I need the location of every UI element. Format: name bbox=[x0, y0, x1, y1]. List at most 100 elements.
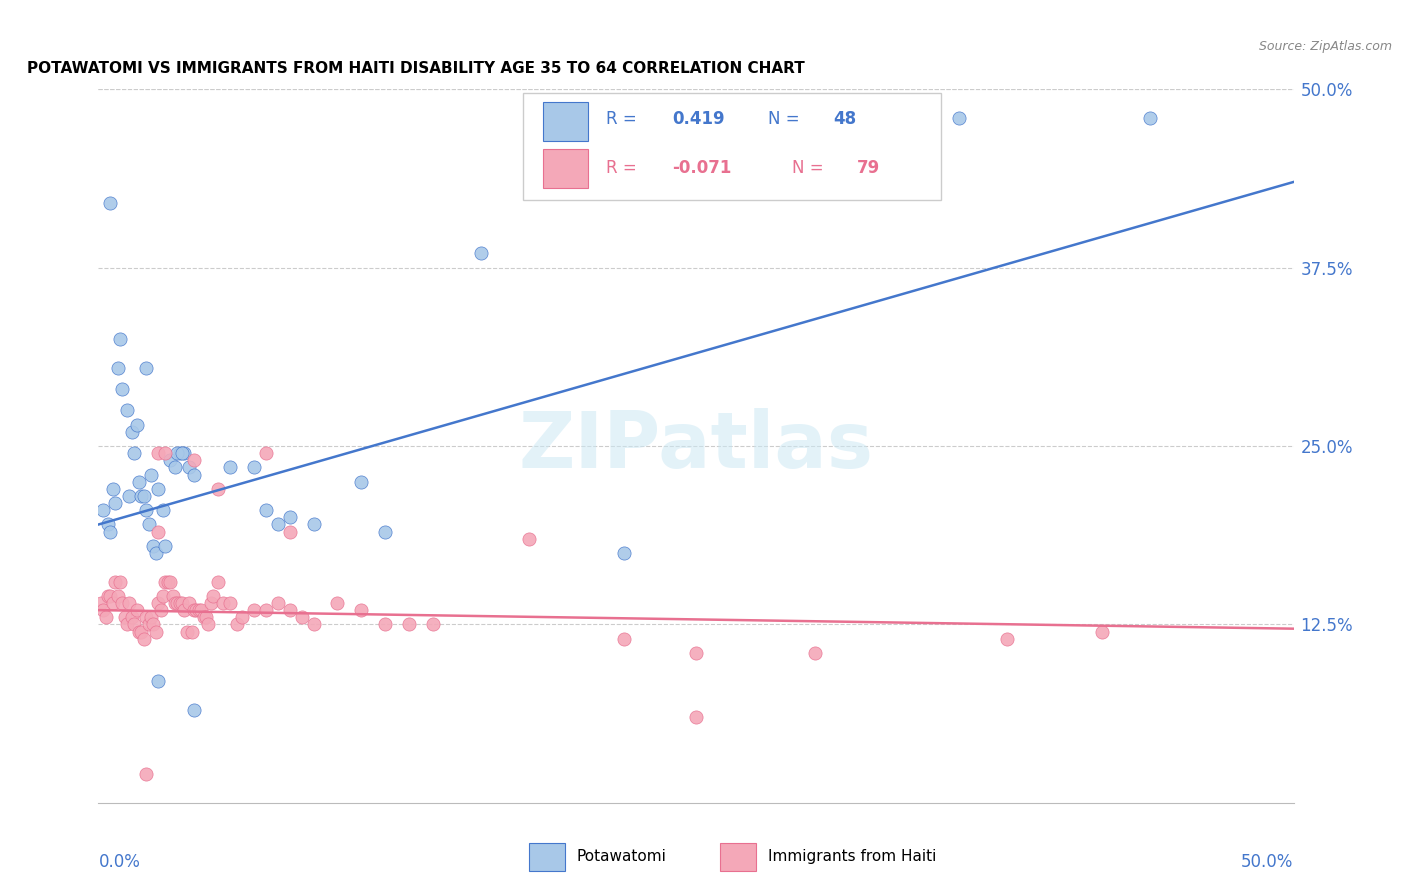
Point bbox=[159, 574, 181, 589]
Point bbox=[374, 524, 396, 539]
Point bbox=[145, 624, 167, 639]
Point bbox=[155, 446, 177, 460]
Point bbox=[135, 767, 157, 781]
Point bbox=[94, 610, 117, 624]
Point bbox=[148, 446, 170, 460]
Point bbox=[613, 632, 636, 646]
Point bbox=[804, 646, 827, 660]
Point bbox=[180, 624, 202, 639]
Point bbox=[115, 617, 138, 632]
Point bbox=[90, 596, 112, 610]
Point bbox=[135, 610, 157, 624]
Text: 48: 48 bbox=[834, 111, 856, 128]
Point bbox=[179, 596, 201, 610]
Point bbox=[135, 503, 157, 517]
Text: Immigrants from Haiti: Immigrants from Haiti bbox=[768, 849, 936, 863]
Point bbox=[219, 596, 242, 610]
Point bbox=[187, 603, 209, 617]
Text: N =: N = bbox=[768, 111, 804, 128]
Text: R =: R = bbox=[606, 160, 643, 178]
Text: Source: ZipAtlas.com: Source: ZipAtlas.com bbox=[1258, 40, 1392, 54]
Text: Potawatomi: Potawatomi bbox=[576, 849, 666, 863]
Point bbox=[254, 603, 277, 617]
Point bbox=[169, 596, 191, 610]
Point bbox=[97, 517, 120, 532]
Point bbox=[98, 589, 122, 603]
Point bbox=[104, 496, 127, 510]
Point bbox=[125, 603, 148, 617]
Point bbox=[148, 596, 170, 610]
Point bbox=[254, 446, 277, 460]
Point bbox=[278, 524, 301, 539]
Point bbox=[195, 610, 218, 624]
Point bbox=[179, 460, 201, 475]
Point bbox=[613, 546, 636, 560]
Point bbox=[124, 446, 146, 460]
Text: 0.419: 0.419 bbox=[672, 111, 724, 128]
Point bbox=[155, 539, 177, 553]
Point bbox=[121, 610, 143, 624]
Point bbox=[107, 589, 129, 603]
Point bbox=[207, 482, 229, 496]
Point bbox=[207, 574, 229, 589]
Point bbox=[243, 460, 266, 475]
Point bbox=[398, 617, 420, 632]
Point bbox=[422, 617, 444, 632]
Point bbox=[267, 596, 290, 610]
Point bbox=[254, 503, 277, 517]
Point bbox=[104, 574, 127, 589]
FancyBboxPatch shape bbox=[720, 844, 756, 871]
Point bbox=[152, 589, 174, 603]
Point bbox=[132, 632, 155, 646]
Point bbox=[131, 489, 153, 503]
Point bbox=[1091, 624, 1114, 639]
Point bbox=[128, 475, 150, 489]
Point bbox=[186, 603, 208, 617]
Point bbox=[111, 382, 134, 396]
Point bbox=[98, 196, 122, 211]
Point bbox=[118, 489, 141, 503]
Point bbox=[149, 603, 172, 617]
Point bbox=[278, 603, 301, 617]
Text: N =: N = bbox=[792, 160, 828, 178]
Point bbox=[124, 617, 146, 632]
Point bbox=[91, 603, 114, 617]
Point bbox=[173, 446, 195, 460]
Point bbox=[162, 589, 184, 603]
Point bbox=[91, 503, 114, 517]
Point bbox=[350, 603, 373, 617]
Point bbox=[163, 596, 186, 610]
Text: -0.071: -0.071 bbox=[672, 160, 731, 178]
Point bbox=[374, 617, 396, 632]
Point bbox=[470, 246, 492, 260]
Point bbox=[138, 517, 160, 532]
Point bbox=[108, 574, 131, 589]
Point bbox=[231, 610, 253, 624]
Point bbox=[172, 596, 194, 610]
Point bbox=[132, 489, 155, 503]
Point bbox=[101, 596, 124, 610]
Point bbox=[172, 446, 194, 460]
FancyBboxPatch shape bbox=[543, 102, 589, 141]
Point bbox=[139, 467, 162, 482]
Point bbox=[197, 617, 219, 632]
Point bbox=[152, 503, 174, 517]
Point bbox=[128, 624, 150, 639]
Point bbox=[145, 546, 167, 560]
Point bbox=[173, 603, 195, 617]
FancyBboxPatch shape bbox=[543, 149, 589, 188]
Point bbox=[193, 610, 215, 624]
Point bbox=[107, 360, 129, 375]
Point bbox=[131, 624, 153, 639]
Point bbox=[302, 517, 325, 532]
Point bbox=[118, 596, 141, 610]
Point bbox=[163, 460, 186, 475]
Point bbox=[278, 510, 301, 524]
Point bbox=[267, 517, 290, 532]
Point bbox=[685, 710, 707, 724]
Point bbox=[148, 482, 170, 496]
FancyBboxPatch shape bbox=[529, 844, 565, 871]
Point bbox=[138, 617, 160, 632]
Point bbox=[101, 482, 124, 496]
Point bbox=[995, 632, 1018, 646]
